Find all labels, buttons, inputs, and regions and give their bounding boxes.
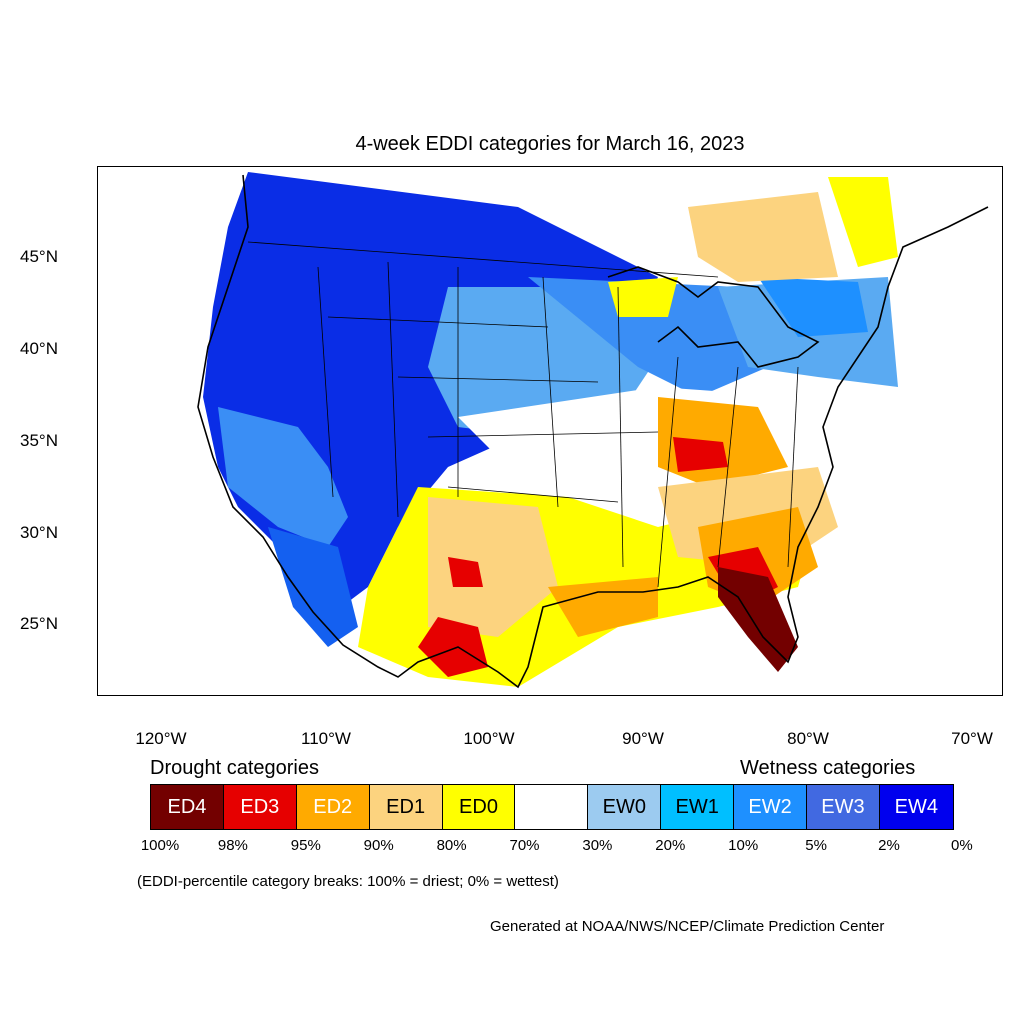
lon-label-120: 120°W — [135, 729, 187, 748]
legend-cell-ew2: EW2 — [734, 785, 808, 829]
west-light-wet — [218, 407, 348, 547]
state-borders — [247, 241, 799, 588]
lon-label-100: 100°W — [463, 729, 515, 748]
eddi-map — [97, 166, 1003, 696]
lon-label-80: 80°W — [787, 729, 829, 748]
lat-label-30: 30°N — [20, 523, 58, 542]
lat-label-45: 45°N — [20, 247, 58, 266]
legend-cell-ew4: EW4 — [879, 785, 953, 829]
lake-michigan-ed0 — [608, 277, 678, 317]
category-fills — [203, 172, 898, 687]
percentile-label: 100% — [140, 837, 180, 854]
coastline-outlines — [197, 174, 989, 689]
legend-cell-ed4: ED4 — [151, 785, 224, 829]
texas-ed1 — [428, 497, 558, 637]
legend-cell-ew3: EW3 — [807, 785, 880, 829]
drought-heading: Drought categories — [150, 757, 319, 779]
lon-label-90: 90°W — [622, 729, 664, 748]
percentile-label: 20% — [655, 837, 686, 854]
quebec-ed0 — [828, 177, 898, 267]
texas-ed3-north — [448, 557, 483, 587]
percentile-label: 5% — [805, 837, 827, 854]
percentile-label: 98% — [217, 837, 248, 854]
percentile-label: 10% — [728, 837, 759, 854]
map-title: 4-week EDDI categories for March 16, 202… — [355, 133, 745, 155]
percentile-label: 70% — [509, 837, 540, 854]
map-canvas — [197, 172, 989, 689]
great-lakes-outline — [607, 266, 820, 368]
southwest-wet — [268, 527, 358, 647]
northern-ontario-ed1 — [688, 192, 838, 282]
lat-label-25: 25°N — [20, 614, 58, 633]
legend-cell-ed3: ED3 — [223, 785, 297, 829]
credit-text: Generated at NOAA/NWS/NCEP/Climate Predi… — [490, 918, 885, 935]
category-legend-bar: ED4 ED3 ED2 ED1 ED0 EW0 EW1 EW2 EW3 EW4 — [150, 784, 954, 830]
us-outline — [197, 174, 989, 689]
texas-ed3 — [418, 617, 488, 677]
lat-label-40: 40°N — [20, 339, 58, 358]
legend-cell-ew0: EW0 — [588, 785, 662, 829]
legend-cell-ed0: ED0 — [442, 785, 516, 829]
percentile-label: 2% — [878, 837, 900, 854]
percentile-label: 90% — [363, 837, 394, 854]
legend-cell-neutral — [515, 785, 589, 829]
lat-label-35: 35°N — [20, 431, 58, 450]
legend-cell-ed1: ED1 — [369, 785, 443, 829]
percentile-label: 0% — [951, 837, 973, 854]
percentile-label: 95% — [290, 837, 321, 854]
wetness-heading: Wetness categories — [740, 757, 916, 779]
percentile-label: 30% — [582, 837, 613, 854]
legend-cell-ew1: EW1 — [661, 785, 735, 829]
lon-label-110: 110°W — [301, 729, 351, 748]
legend-cell-ed2: ED2 — [296, 785, 370, 829]
upper-midwest-wet — [528, 277, 768, 397]
great-lakes-wet — [758, 277, 868, 337]
percentile-label: 80% — [436, 837, 467, 854]
florida-ed4 — [718, 567, 798, 672]
category-note: (EDDI-percentile category breaks: 100% =… — [137, 873, 559, 890]
lon-label-70: 70°W — [951, 729, 993, 748]
ohio-valley-ed3 — [673, 437, 728, 472]
